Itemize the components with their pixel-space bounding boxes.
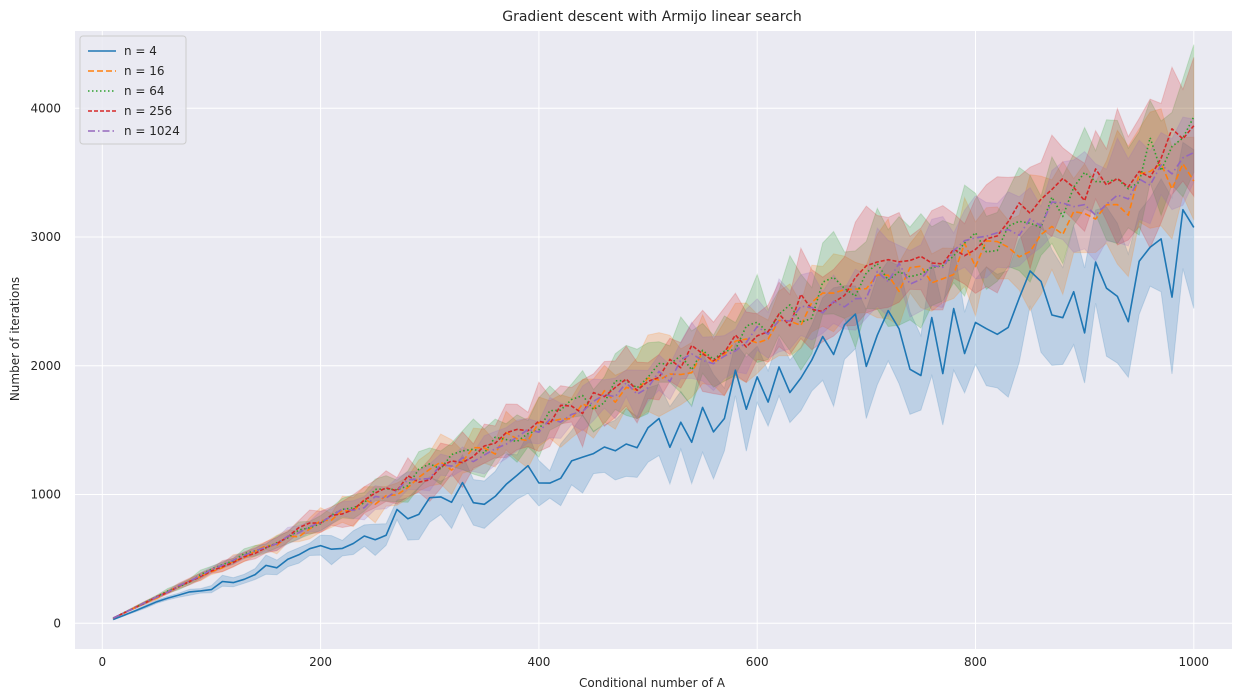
y-tick-label: 1000 (30, 488, 61, 502)
x-tick-label: 400 (527, 655, 550, 669)
x-tick-label: 1000 (1179, 655, 1210, 669)
y-tick-label: 2000 (30, 359, 61, 373)
legend: n = 4 n = 16 n = 64 n = 256 n = 1024 (79, 35, 187, 145)
legend-label-3: n = 256 (124, 104, 172, 118)
series-line-1 (112, 162, 1195, 619)
x-tick-label: 800 (964, 655, 987, 669)
confidence-bands (112, 44, 1195, 621)
ci-band-series-3 (112, 57, 1195, 620)
x-tick-label: 600 (746, 655, 769, 669)
y-axis-label: Number of iterations (8, 277, 22, 401)
y-tick-label: 0 (53, 616, 61, 630)
tick-labels: 0 200 400 600 800 1000 0 1000 2000 3000 4000 (30, 101, 1209, 669)
y-tick-label: 4000 (30, 101, 61, 115)
y-tick-label: 3000 (30, 230, 61, 244)
series-line-2 (112, 116, 1195, 619)
legend-box (79, 35, 187, 145)
legend-label-2: n = 64 (124, 84, 165, 98)
x-axis-label: Conditional number of A (579, 676, 726, 690)
legend-label-0: n = 4 (124, 44, 157, 58)
ci-band-series-0 (112, 141, 1195, 621)
series-lines (112, 116, 1195, 621)
x-tick-label: 200 (309, 655, 332, 669)
series-line-0 (112, 208, 1195, 621)
series-line-4 (112, 151, 1195, 619)
x-tick-label: 0 (98, 655, 106, 669)
legend-label-1: n = 16 (124, 64, 165, 78)
chart-title: Gradient descent with Armijo linear sear… (502, 9, 802, 25)
ci-band-series-1 (112, 108, 1195, 620)
legend-label-4: n = 1024 (124, 124, 180, 138)
ci-band-series-2 (112, 44, 1195, 620)
series-line-3 (112, 125, 1195, 619)
